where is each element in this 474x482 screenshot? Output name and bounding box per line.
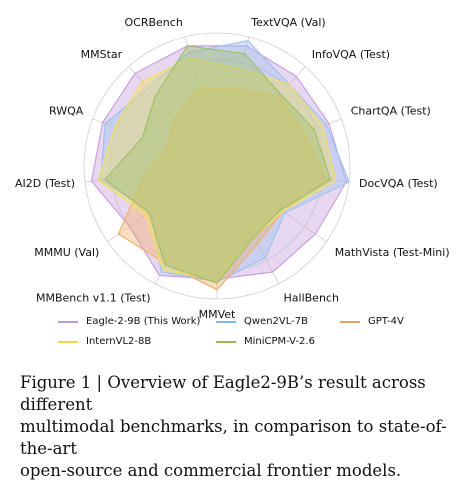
legend-label-qwen: Qwen2VL-7B [244,316,308,327]
grid-spoke [216,165,327,242]
series-polygon-2 [117,87,328,291]
legend-label-internvl: InternVL2-8B [86,336,152,347]
legend-swatch-eagle [58,320,78,323]
caption-line-2: multimodal benchmarks, in comparison to … [20,417,447,458]
axis-label: MMMU (Val) [34,246,99,259]
legend-swatch-internvl [58,340,78,343]
axis-label: MMVet [199,308,236,321]
legend-item-internvl: InternVL2-8B [58,336,151,347]
axis-label: MMBench v1.1 (Test) [36,292,151,305]
grid-spoke [216,165,280,284]
radar-series [90,40,350,291]
legend-item-minicpm: MiniCPM-V-2.6 [216,336,315,347]
legend-swatch-gpt4v [340,320,360,323]
grid-spoke [84,165,218,183]
axis-label: MathVista (Test-Mini) [335,246,450,259]
radar-chart: TextVQA (Val) InfoVQA (Test) ChartQA (Test… [15,16,450,321]
axis-label: AI2D (Test) [15,177,75,190]
series-polygon-3 [97,56,337,282]
axis-label: InfoVQA (Test) [312,48,390,61]
figure-caption: Figure 1 | Overview of Eagle2-9B’s resul… [20,372,460,482]
grid-spoke [216,118,342,167]
axis-label: OCRBench [125,16,183,29]
grid-spoke [184,36,218,167]
legend-swatch-minicpm [216,340,236,343]
axis-label: DocVQA (Test) [359,177,438,190]
axis-label: RWQA [49,104,84,117]
legend-label-gpt4v: GPT-4V [368,316,404,327]
caption-line-3: open-source and commercial frontier mode… [20,461,402,480]
grid-spoke [216,36,250,167]
legend: Eagle-2-9B (This Work) Qwen2VL-7B GPT-4V… [58,314,438,354]
axis-label: ChartQA (Test) [351,104,431,117]
series-polygon-4 [103,45,332,284]
series-polygon-0 [90,45,348,280]
grid-spoke [216,66,306,167]
legend-item-gpt4v: GPT-4V [340,316,404,327]
legend-item-eagle: Eagle-2-9B (This Work) [58,316,200,327]
grid-spoke [107,165,218,242]
grid-spoke [92,118,218,167]
legend-swatch-qwen [216,320,236,323]
radar-grid [83,32,351,300]
caption-line-1: Figure 1 | Overview of Eagle2-9B’s resul… [20,373,426,414]
axis-label: MMStar [81,48,123,61]
axis-label: TextVQA (Val) [250,16,326,29]
legend-label-eagle: Eagle-2-9B (This Work) [86,316,201,327]
figure: TextVQA (Val) InfoVQA (Test) ChartQA (Test… [15,16,450,480]
grid-spoke [128,66,218,167]
legend-label-minicpm: MiniCPM-V-2.6 [244,336,315,347]
axis-label: HallBench [284,292,339,305]
axis-labels: TextVQA (Val) InfoVQA (Test) ChartQA (Test… [15,16,450,321]
legend-item-qwen: Qwen2VL-7B [216,316,308,327]
